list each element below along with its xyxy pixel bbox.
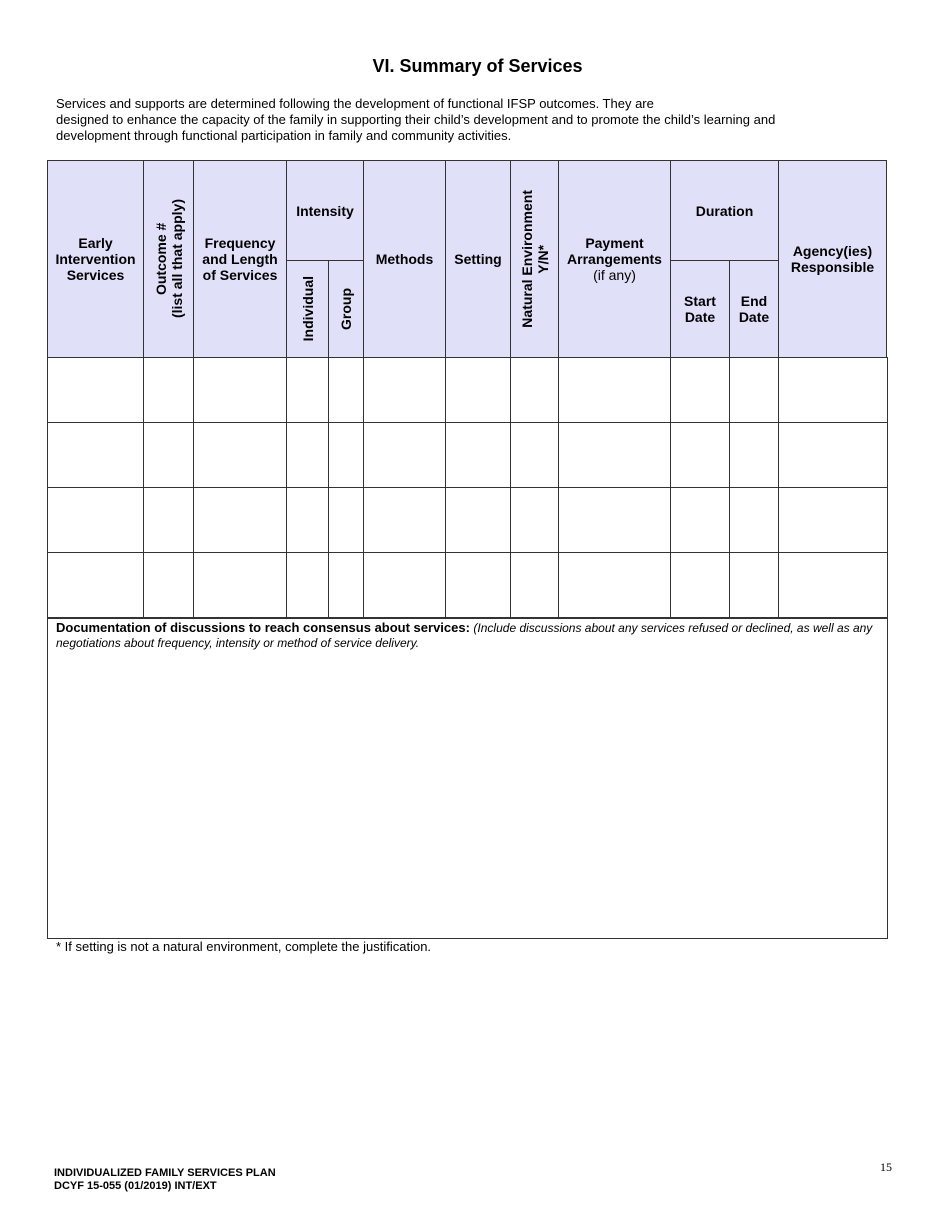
form-footer: INDIVIDUALIZED FAMILY SERVICES PLAN DCYF… bbox=[54, 1167, 276, 1193]
intro-line: development through functional participa… bbox=[56, 128, 512, 143]
cell-agency[interactable] bbox=[778, 357, 888, 423]
cell-methods[interactable] bbox=[363, 422, 446, 488]
individual-label: Individual bbox=[299, 276, 316, 342]
intro-line: designed to enhance the capacity of the … bbox=[56, 112, 776, 127]
cell-start-date[interactable] bbox=[670, 487, 730, 553]
cell-agency[interactable] bbox=[778, 487, 888, 553]
cell-methods[interactable] bbox=[363, 552, 446, 619]
header-methods: Methods bbox=[363, 160, 446, 358]
page-title: VI. Summary of Services bbox=[372, 56, 583, 76]
cell-group[interactable] bbox=[328, 552, 364, 619]
cell-individual[interactable] bbox=[286, 487, 329, 553]
header-end-date: End Date bbox=[729, 260, 779, 358]
header-setting: Setting bbox=[445, 160, 511, 358]
cell-individual[interactable] bbox=[286, 422, 329, 488]
footnote: * If setting is not a natural environmen… bbox=[56, 939, 432, 954]
cell-natural-env[interactable] bbox=[510, 422, 559, 488]
header-intensity: Intensity bbox=[286, 160, 364, 261]
header-individual: Individual bbox=[286, 260, 329, 358]
header-duration: Duration bbox=[670, 160, 779, 261]
form-name: INDIVIDUALIZED FAMILY SERVICES PLAN bbox=[54, 1167, 276, 1179]
cell-end-date[interactable] bbox=[729, 357, 779, 423]
cell-setting[interactable] bbox=[445, 552, 511, 619]
outcome-label: Outcome # bbox=[152, 222, 169, 296]
cell-outcome[interactable] bbox=[143, 357, 194, 423]
cell-start-date[interactable] bbox=[670, 422, 730, 488]
header-ei-services: Early Intervention Services bbox=[47, 160, 144, 358]
documentation-label: Documentation of discussions to reach co… bbox=[56, 620, 470, 635]
header-frequency: Frequency and Length of Services bbox=[193, 160, 287, 358]
cell-end-date[interactable] bbox=[729, 487, 779, 553]
services-table: Early Intervention Services Outcome # (li… bbox=[47, 160, 888, 619]
header-natural-environment: Natural Environment Y/N* bbox=[510, 160, 559, 358]
cell-frequency[interactable] bbox=[193, 422, 287, 488]
outcome-sublabel: (list all that apply) bbox=[168, 199, 185, 319]
natural-env-sublabel: Y/N* bbox=[534, 244, 551, 274]
cell-natural-env[interactable] bbox=[510, 552, 559, 619]
documentation-hint: (Include discussions about any services … bbox=[56, 621, 873, 650]
cell-start-date[interactable] bbox=[670, 552, 730, 619]
header-start-date: Start Date bbox=[670, 260, 730, 358]
cell-natural-env[interactable] bbox=[510, 487, 559, 553]
header-agency: Agency(ies) Responsible bbox=[778, 160, 887, 358]
form-number: DCYF 15-055 (01/2019) INT/EXT bbox=[54, 1180, 217, 1192]
cell-payment[interactable] bbox=[558, 357, 671, 423]
payment-label: Payment Arrangements bbox=[567, 235, 662, 267]
intro-line: Services and supports are determined fol… bbox=[56, 96, 654, 111]
cell-group[interactable] bbox=[328, 357, 364, 423]
cell-agency[interactable] bbox=[778, 552, 888, 619]
cell-methods[interactable] bbox=[363, 357, 446, 423]
page-number: 15 bbox=[880, 1160, 892, 1174]
header-payment: Payment Arrangements (if any) bbox=[558, 160, 671, 358]
cell-group[interactable] bbox=[328, 487, 364, 553]
cell-outcome[interactable] bbox=[143, 422, 194, 488]
cell-methods[interactable] bbox=[363, 487, 446, 553]
cell-group[interactable] bbox=[328, 422, 364, 488]
cell-end-date[interactable] bbox=[729, 422, 779, 488]
payment-sublabel: (if any) bbox=[593, 267, 636, 283]
natural-env-label: Natural Environment bbox=[518, 190, 535, 328]
documentation-box[interactable]: Documentation of discussions to reach co… bbox=[47, 617, 888, 939]
cell-payment[interactable] bbox=[558, 487, 671, 553]
cell-individual[interactable] bbox=[286, 357, 329, 423]
cell-setting[interactable] bbox=[445, 357, 511, 423]
cell-ei-services[interactable] bbox=[47, 422, 144, 488]
cell-end-date[interactable] bbox=[729, 552, 779, 619]
cell-payment[interactable] bbox=[558, 552, 671, 619]
cell-agency[interactable] bbox=[778, 422, 888, 488]
cell-ei-services[interactable] bbox=[47, 487, 144, 553]
cell-start-date[interactable] bbox=[670, 357, 730, 423]
intro-text: Services and supports are determined fol… bbox=[56, 96, 856, 144]
group-label: Group bbox=[338, 288, 354, 330]
cell-ei-services[interactable] bbox=[47, 357, 144, 423]
cell-frequency[interactable] bbox=[193, 552, 287, 619]
cell-individual[interactable] bbox=[286, 552, 329, 619]
header-outcome: Outcome # (list all that apply) bbox=[143, 160, 194, 358]
header-group: Group bbox=[328, 260, 364, 358]
cell-outcome[interactable] bbox=[143, 552, 194, 619]
cell-payment[interactable] bbox=[558, 422, 671, 488]
cell-setting[interactable] bbox=[445, 487, 511, 553]
cell-outcome[interactable] bbox=[143, 487, 194, 553]
cell-natural-env[interactable] bbox=[510, 357, 559, 423]
cell-frequency[interactable] bbox=[193, 487, 287, 553]
cell-ei-services[interactable] bbox=[47, 552, 144, 619]
cell-setting[interactable] bbox=[445, 422, 511, 488]
cell-frequency[interactable] bbox=[193, 357, 287, 423]
